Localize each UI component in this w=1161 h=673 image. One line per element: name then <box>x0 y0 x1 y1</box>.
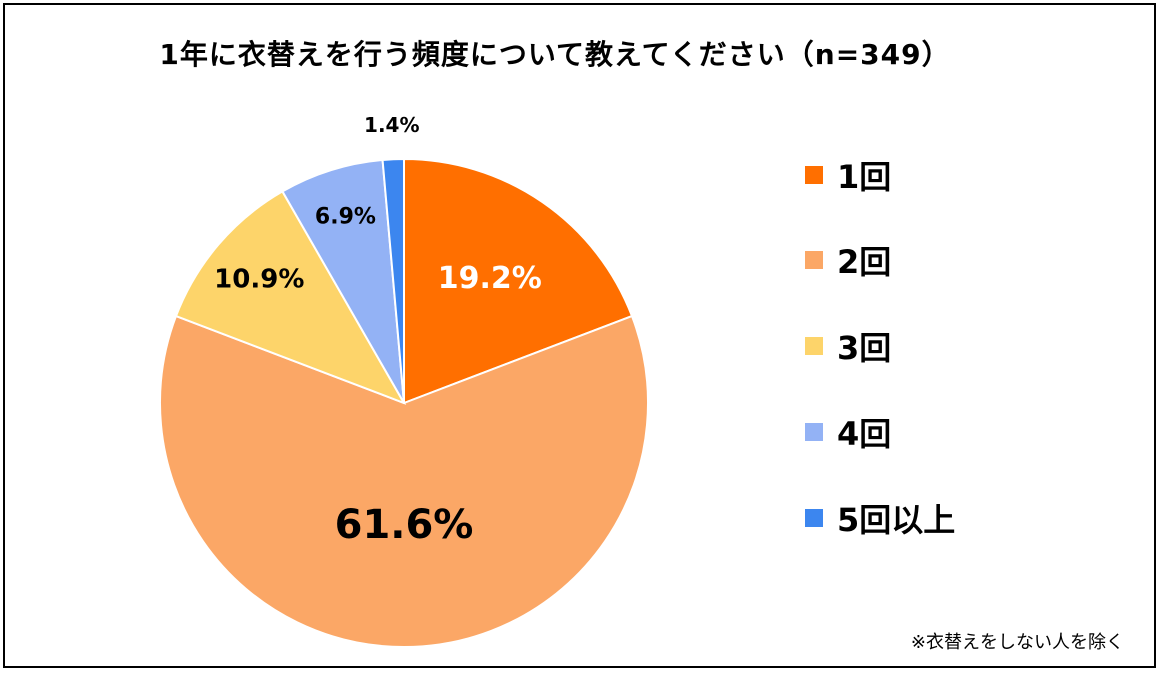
legend-item-1: 1回 <box>805 155 892 196</box>
legend-item-4: 4回 <box>805 412 892 453</box>
legend-item-2: 2回 <box>805 240 892 281</box>
legend-label-4: 4回 <box>837 415 892 453</box>
legend-label-3: 3回 <box>837 329 892 367</box>
data-label-4: 6.9% <box>315 204 376 229</box>
pie-slice-5 <box>381 157 405 404</box>
legend-label-2: 2回 <box>837 243 892 281</box>
pie-chart: 19.2% 61.6% 10.9% 6.9% 1.4% <box>159 113 649 648</box>
legend-swatch-1 <box>805 166 823 184</box>
pie-slice-3 <box>174 190 407 405</box>
pie-slice-1 <box>403 157 634 405</box>
chart-title: 1年に衣替えを行う頻度について教えてください（n=349） <box>159 38 951 71</box>
legend-swatch-3 <box>805 337 823 355</box>
pie-slice-2 <box>159 314 649 648</box>
footnote: ※衣替えをしない人を除く <box>910 632 1124 653</box>
data-label-5: 1.4% <box>364 113 419 137</box>
legend-swatch-4 <box>805 423 823 441</box>
legend-swatch-5 <box>805 509 823 527</box>
pie-slice-4 <box>281 158 405 404</box>
chart-frame: 1年に衣替えを行う頻度について教えてください（n=349） 19.2% 61.6%… <box>3 3 1156 668</box>
legend-swatch-2 <box>805 251 823 269</box>
legend-item-5: 5回以上 <box>805 498 956 539</box>
legend-label-5: 5回以上 <box>837 501 956 539</box>
data-label-1: 19.2% <box>438 261 542 296</box>
legend-item-3: 3回 <box>805 326 892 367</box>
data-label-3: 10.9% <box>214 264 304 294</box>
data-label-2: 61.6% <box>335 502 474 548</box>
legend-label-1: 1回 <box>837 158 892 196</box>
